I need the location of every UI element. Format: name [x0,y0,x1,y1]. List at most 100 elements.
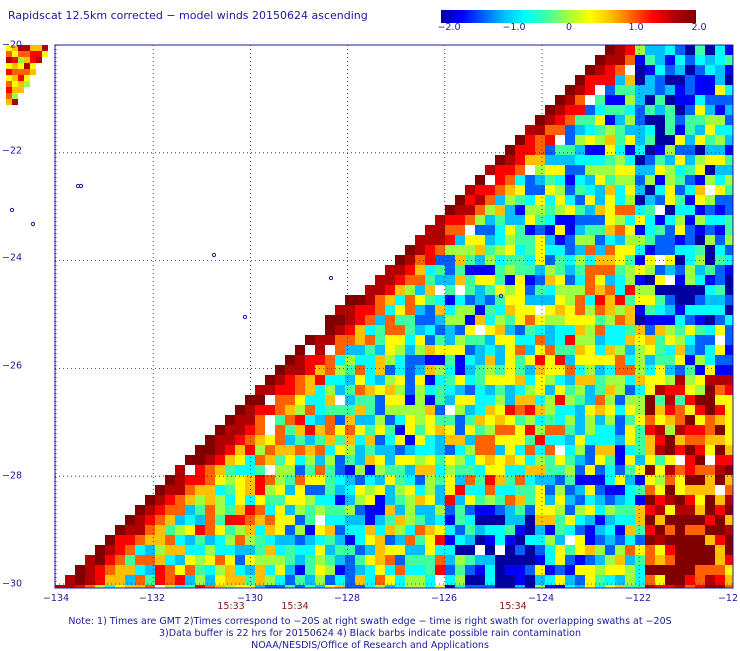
wind-cell [285,555,295,565]
wind-cell [725,435,733,445]
wind-cell [555,455,565,465]
wind-cell [365,425,375,435]
wind-cell [585,135,595,145]
wind-cell [645,295,655,305]
wind-cell [495,455,505,465]
wind-cell [675,135,685,145]
wind-cell [135,565,145,575]
wind-cell [325,325,335,335]
wind-cell [545,275,555,285]
wind-cell [725,85,733,95]
wind-cell [565,585,575,588]
wind-cell [685,175,695,185]
wind-cell [545,205,555,215]
wind-cell [595,555,605,565]
wind-cell [615,155,625,165]
wind-cell [475,255,485,265]
wind-cell [345,345,355,355]
wind-cell [635,565,645,575]
wind-cell [605,65,615,75]
wind-cell [635,325,645,335]
wind-cell [425,415,435,425]
wind-cell [345,425,355,435]
island-outline [242,314,248,320]
wind-cell [495,495,505,505]
wind-cell [675,545,685,555]
wind-cell [365,545,375,555]
wind-cell [625,505,635,515]
wind-cell [175,575,185,585]
wind-cell [205,525,215,535]
wind-cell [615,65,625,75]
wind-cell [505,215,515,225]
wind-cell [545,415,555,425]
wind-cell [225,575,235,585]
wind-cell [255,485,265,495]
wind-cell [565,335,575,345]
wind-cell [355,555,365,565]
wind-cell [12,93,18,99]
wind-cell [415,265,425,275]
wind-cell [475,495,485,505]
wind-cell [585,385,595,395]
wind-cell [695,235,705,245]
wind-cell [485,275,495,285]
wind-cell [565,165,575,175]
wind-cell [285,575,295,585]
wind-cell [12,51,18,57]
wind-cell [595,65,605,75]
wind-cell [195,475,205,485]
wind-cell [445,445,455,455]
wind-cell [115,565,125,575]
wind-cell [685,575,695,585]
wind-cell [205,485,215,495]
wind-cell [605,155,615,165]
wind-cell [435,255,445,265]
wind-cell [635,335,645,345]
wind-cell [175,495,185,505]
wind-cell [545,345,555,355]
wind-cell [365,515,375,525]
wind-cell [665,435,675,445]
wind-cell [535,565,545,575]
wind-cell [465,435,475,445]
wind-cell [595,55,605,65]
wind-cell [545,325,555,335]
wind-cell [725,325,733,335]
wind-cell [445,265,455,275]
wind-cell [685,335,695,345]
wind-cell [695,225,705,235]
wind-cell [575,265,585,275]
wind-cell [325,315,335,325]
wind-cell [515,235,525,245]
wind-cell [12,99,18,105]
wind-cell [545,555,555,565]
wind-cell [455,575,465,585]
wind-cell [525,335,535,345]
wind-cell [685,325,695,335]
wind-cell [645,325,655,335]
wind-cell [595,515,605,525]
wind-cell [645,435,655,445]
wind-cell [135,585,145,588]
wind-cell [635,165,645,175]
wind-cell [495,205,505,215]
wind-cell [505,275,515,285]
wind-cell [445,545,455,555]
wind-cell [675,105,685,115]
wind-cell [385,275,395,285]
wind-cell [215,485,225,495]
wind-cell [36,57,42,63]
wind-cell [625,265,635,275]
wind-cell [515,305,525,315]
wind-cell [255,465,265,475]
wind-cell [705,505,715,515]
wind-cell [565,555,575,565]
wind-cell [615,305,625,315]
wind-cell [565,355,575,365]
wind-cell [655,85,665,95]
wind-cell [545,525,555,535]
wind-cell [345,455,355,465]
wind-cell [525,215,535,225]
wind-cell [395,555,405,565]
